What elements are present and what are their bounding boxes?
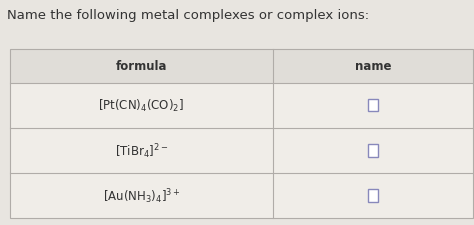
Bar [368, 189, 377, 202]
Bar [10, 50, 473, 218]
Bar [368, 145, 377, 157]
Bar [10, 50, 473, 218]
Text: $\left[\mathrm{TiBr_4}\right]^{2-}$: $\left[\mathrm{TiBr_4}\right]^{2-}$ [115, 142, 168, 160]
Text: $\left[\mathrm{Au(NH_3)_4}\right]^{3+}$: $\left[\mathrm{Au(NH_3)_4}\right]^{3+}$ [102, 187, 181, 205]
Text: name: name [355, 60, 391, 73]
Text: formula: formula [116, 60, 167, 73]
Text: $\left[\mathrm{Pt(CN)_4(CO)_2}\right]$: $\left[\mathrm{Pt(CN)_4(CO)_2}\right]$ [99, 98, 184, 114]
Bar [10, 50, 473, 83]
Bar [368, 99, 377, 112]
Text: Name the following metal complexes or complex ions:: Name the following metal complexes or co… [7, 9, 369, 22]
